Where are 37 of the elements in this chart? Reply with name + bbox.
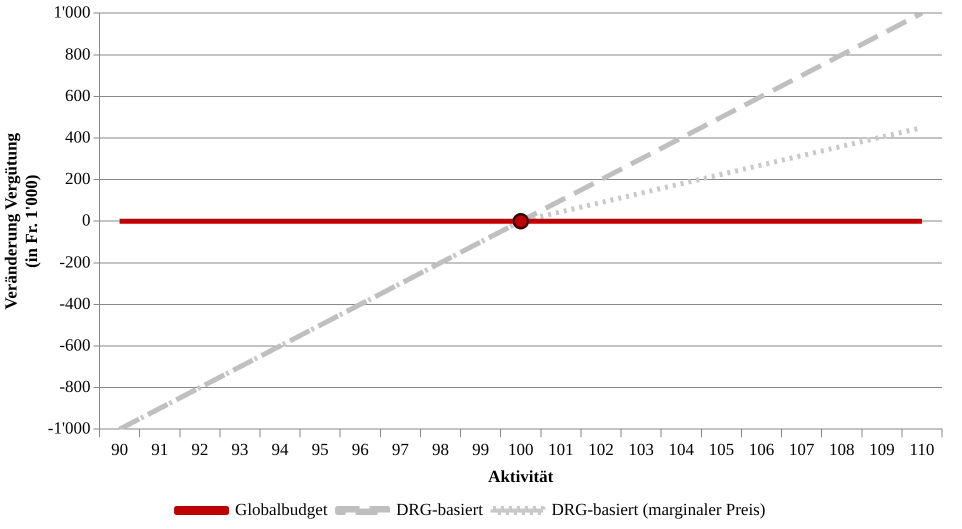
x-tick-label: 109 <box>869 440 895 459</box>
x-tick-label: 106 <box>748 440 774 459</box>
legend-label: DRG-basiert (marginaler Preis) <box>551 500 766 519</box>
y-tick-label: -200 <box>59 252 91 272</box>
x-tick-label: 102 <box>588 440 614 459</box>
x-tick-label: 99 <box>472 440 490 459</box>
legend-label: DRG-basiert <box>396 500 484 519</box>
x-tick-label: 93 <box>231 440 248 459</box>
y-tick-label: -1'000 <box>48 418 91 438</box>
x-tick-label: 98 <box>432 440 450 459</box>
y-tick-label: 800 <box>65 44 91 64</box>
y-tick-label: 600 <box>65 86 91 105</box>
x-tick-label: 95 <box>312 440 329 459</box>
x-tick-label: 108 <box>828 440 854 459</box>
y-axis-title: Veränderung Vergütung (in Fr. 1'000) <box>2 132 41 310</box>
x-tick-label: 90 <box>111 440 128 459</box>
legend-label: Globalbudget <box>235 500 328 519</box>
x-tick-label: 105 <box>708 440 734 459</box>
x-tick-label: 107 <box>788 440 815 459</box>
y-tick-label: 1'000 <box>53 2 91 22</box>
y-tick-label: 200 <box>65 169 91 188</box>
x-tick-label: 91 <box>151 440 168 459</box>
y-tick-label: 0 <box>82 210 91 230</box>
x-tick-label: 110 <box>910 440 934 459</box>
y-tick-label: -800 <box>59 377 91 396</box>
x-axis-title: Aktivität <box>488 467 554 486</box>
x-tick-label: 94 <box>272 440 290 459</box>
x-tick-label: 103 <box>628 440 654 459</box>
x-tick-label: 92 <box>191 440 208 459</box>
x-tick-label: 101 <box>548 440 574 459</box>
y-tick-label: -600 <box>59 335 91 354</box>
x-tick-label: 100 <box>508 440 534 459</box>
x-tick-label: 96 <box>352 440 369 459</box>
x-tick-label: 97 <box>392 440 410 459</box>
y-tick-label: 400 <box>65 127 91 146</box>
x-tick-label: 104 <box>668 440 694 459</box>
y-tick-label: -400 <box>59 294 91 313</box>
